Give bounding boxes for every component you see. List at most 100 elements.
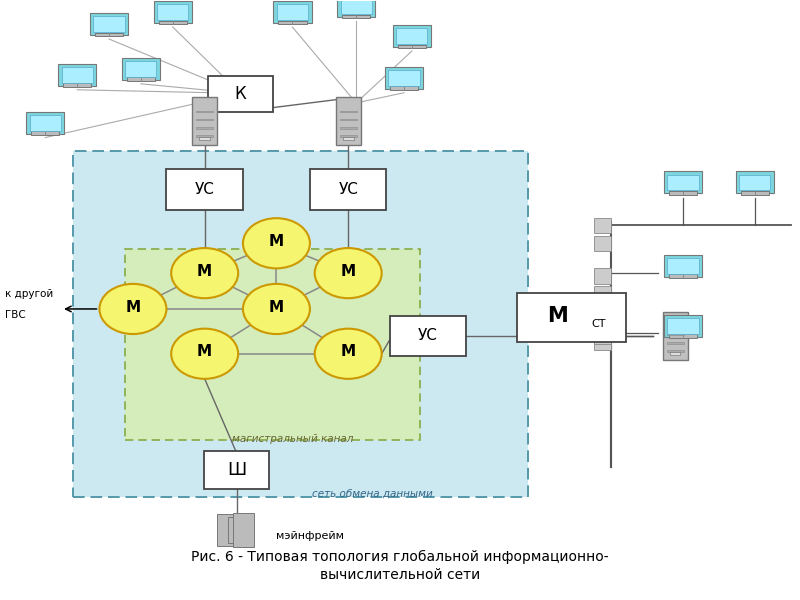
FancyBboxPatch shape <box>30 115 61 131</box>
Text: СТ: СТ <box>591 319 606 329</box>
FancyBboxPatch shape <box>62 67 93 83</box>
FancyBboxPatch shape <box>208 76 273 112</box>
FancyBboxPatch shape <box>517 293 626 343</box>
FancyBboxPatch shape <box>664 255 702 277</box>
FancyBboxPatch shape <box>341 0 372 14</box>
FancyBboxPatch shape <box>158 4 188 20</box>
FancyBboxPatch shape <box>667 259 698 274</box>
Bar <box>342 137 354 140</box>
FancyBboxPatch shape <box>662 312 687 359</box>
Bar <box>666 326 683 327</box>
FancyBboxPatch shape <box>310 169 386 210</box>
Bar <box>196 135 213 137</box>
Bar <box>94 32 123 36</box>
Bar <box>669 191 698 194</box>
Text: Ш: Ш <box>227 461 246 479</box>
Bar <box>666 342 683 344</box>
FancyBboxPatch shape <box>122 58 160 80</box>
Bar <box>158 20 187 24</box>
FancyBboxPatch shape <box>736 172 774 193</box>
Bar <box>398 44 426 48</box>
Bar <box>199 137 210 140</box>
Bar <box>196 111 213 112</box>
FancyBboxPatch shape <box>397 28 427 44</box>
Bar <box>126 77 155 81</box>
FancyBboxPatch shape <box>277 4 308 20</box>
Bar <box>196 119 213 121</box>
Bar <box>63 83 91 87</box>
Circle shape <box>99 284 166 334</box>
FancyBboxPatch shape <box>154 1 192 23</box>
Bar <box>278 20 306 24</box>
Bar <box>196 127 213 128</box>
Text: к другой: к другой <box>6 289 54 299</box>
FancyBboxPatch shape <box>204 451 269 490</box>
Bar <box>342 14 370 19</box>
Text: М: М <box>341 264 356 279</box>
Text: М: М <box>126 299 141 314</box>
FancyBboxPatch shape <box>336 97 361 145</box>
Text: мэйнфрейм: мэйнфрейм <box>277 531 345 541</box>
Circle shape <box>243 218 310 268</box>
Text: М: М <box>546 306 567 326</box>
Bar <box>666 334 683 335</box>
Text: магистральный канал: магистральный канал <box>232 434 353 444</box>
Bar <box>741 191 769 194</box>
FancyBboxPatch shape <box>233 512 254 547</box>
Text: М: М <box>269 299 284 314</box>
FancyBboxPatch shape <box>73 151 527 497</box>
Circle shape <box>171 329 238 379</box>
Text: УС: УС <box>194 182 214 197</box>
Bar <box>669 274 698 278</box>
Text: Рис. 6 - Типовая топология глобальной информационно-
вычислительной сети: Рис. 6 - Типовая топология глобальной ин… <box>191 550 609 582</box>
Bar <box>594 328 611 344</box>
Text: М: М <box>269 234 284 249</box>
FancyBboxPatch shape <box>94 16 125 32</box>
Text: К: К <box>234 85 246 103</box>
FancyBboxPatch shape <box>126 61 157 77</box>
FancyBboxPatch shape <box>90 13 128 35</box>
FancyBboxPatch shape <box>389 70 419 86</box>
Text: УС: УС <box>338 182 358 197</box>
Bar <box>594 236 611 251</box>
Bar <box>390 86 418 90</box>
FancyBboxPatch shape <box>58 64 96 86</box>
FancyBboxPatch shape <box>218 514 234 546</box>
Text: М: М <box>197 264 212 279</box>
FancyBboxPatch shape <box>228 517 241 543</box>
Circle shape <box>314 329 382 379</box>
Bar <box>594 268 611 284</box>
Bar <box>31 131 59 135</box>
Bar <box>670 352 681 355</box>
Circle shape <box>243 284 310 334</box>
Bar <box>666 350 683 352</box>
FancyBboxPatch shape <box>664 315 702 337</box>
Bar <box>594 334 611 350</box>
FancyBboxPatch shape <box>274 1 311 23</box>
FancyBboxPatch shape <box>337 0 375 17</box>
Bar <box>340 135 357 137</box>
FancyBboxPatch shape <box>393 25 431 47</box>
Text: ГВС: ГВС <box>6 310 26 320</box>
Text: М: М <box>197 344 212 359</box>
FancyBboxPatch shape <box>192 97 217 145</box>
Text: УС: УС <box>418 328 438 343</box>
FancyBboxPatch shape <box>385 67 423 89</box>
FancyBboxPatch shape <box>390 316 466 356</box>
FancyBboxPatch shape <box>166 169 243 210</box>
FancyBboxPatch shape <box>664 172 702 193</box>
Circle shape <box>314 248 382 298</box>
Circle shape <box>171 248 238 298</box>
Text: М: М <box>341 344 356 359</box>
Bar <box>594 218 611 233</box>
FancyBboxPatch shape <box>739 175 770 190</box>
Bar <box>340 119 357 121</box>
Bar <box>669 334 698 338</box>
Text: сеть обмена данными: сеть обмена данными <box>312 489 433 499</box>
FancyBboxPatch shape <box>125 249 420 440</box>
Bar <box>594 286 611 302</box>
FancyBboxPatch shape <box>26 112 64 134</box>
Bar <box>340 127 357 128</box>
Bar <box>340 111 357 112</box>
FancyBboxPatch shape <box>667 318 698 334</box>
